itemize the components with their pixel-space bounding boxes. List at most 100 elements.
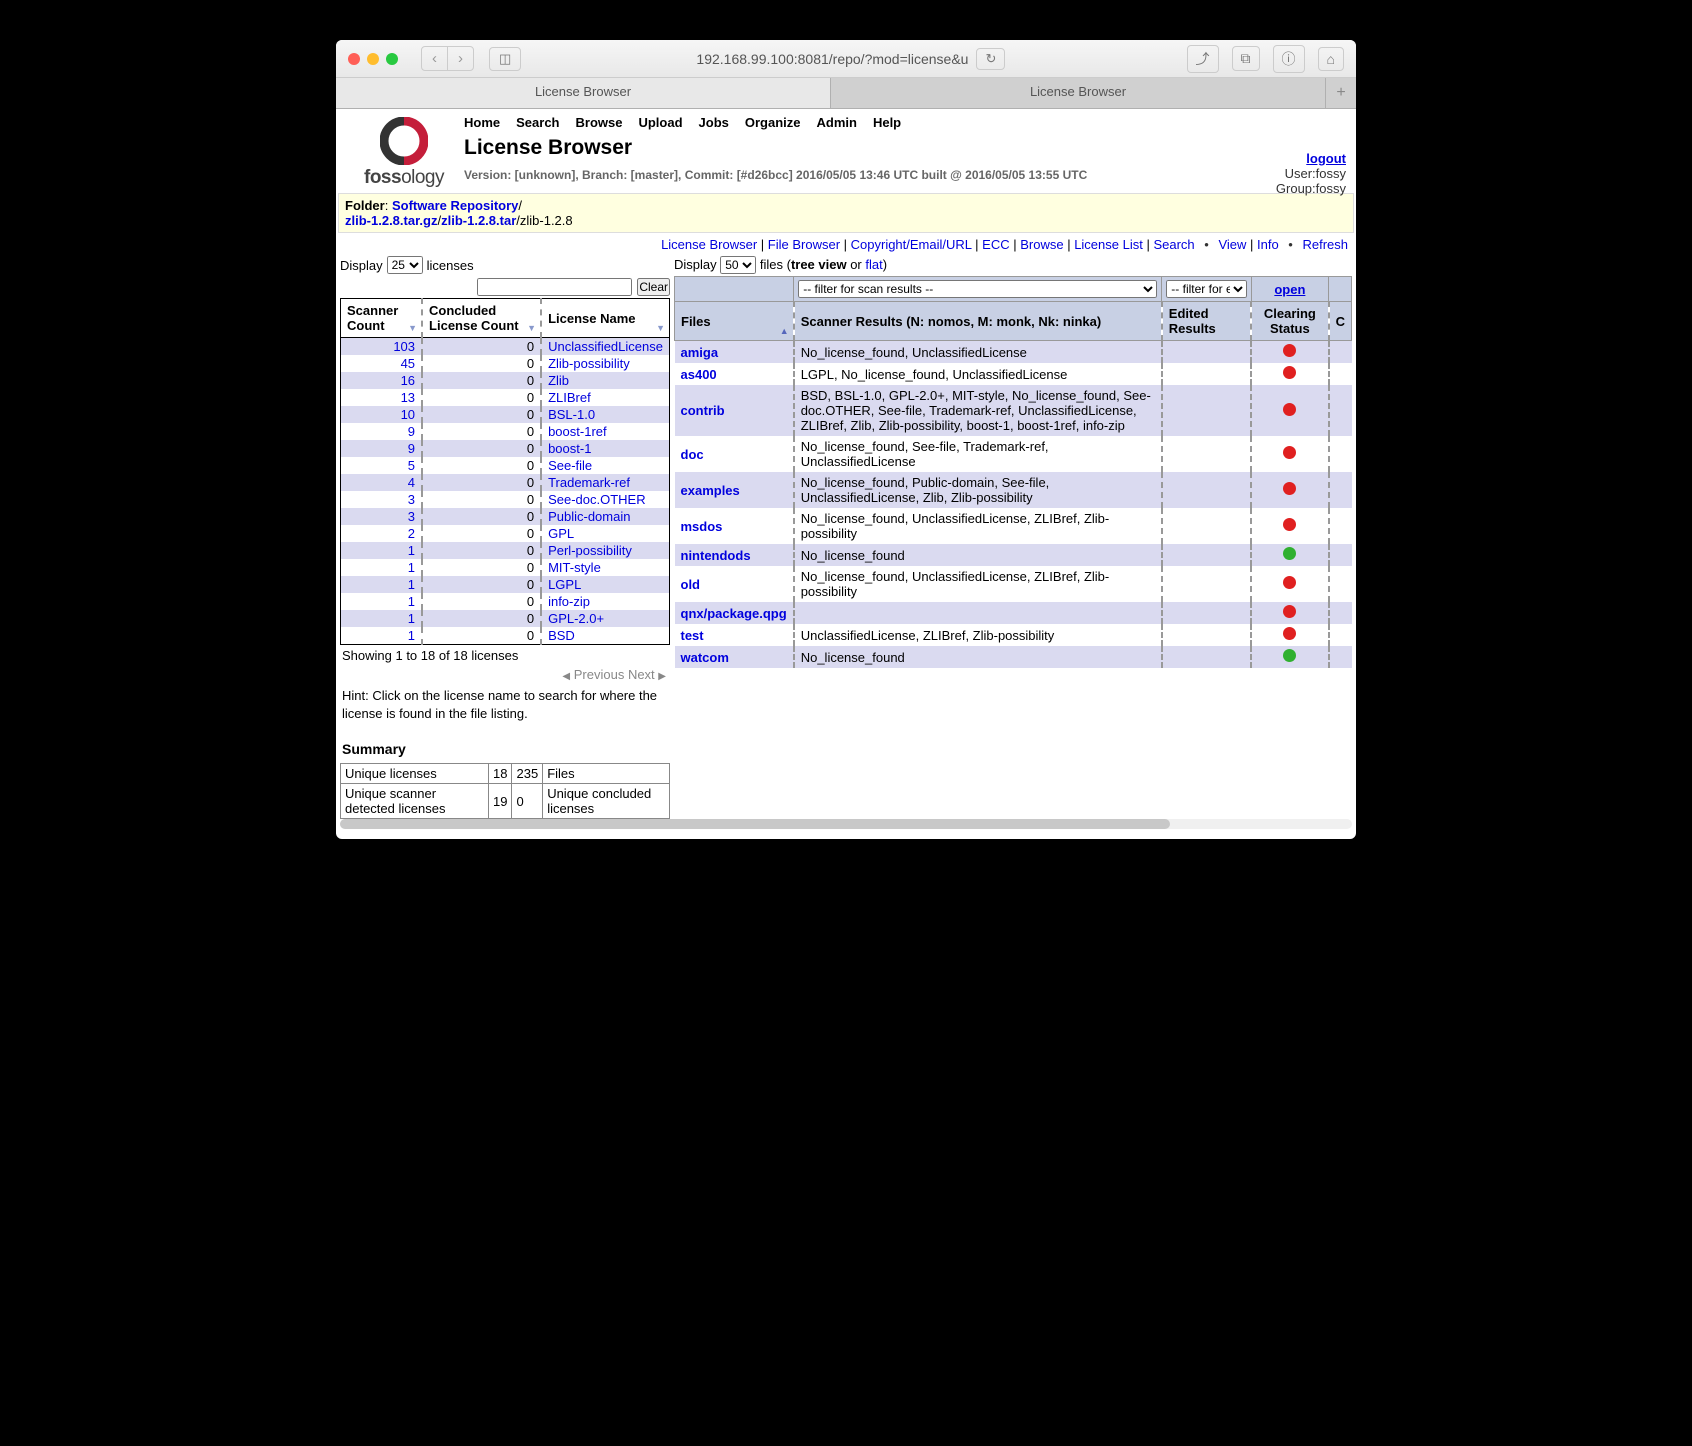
license-filter-input[interactable]: [477, 278, 632, 296]
file-link[interactable]: nintendods: [681, 548, 751, 563]
tabs-button[interactable]: ⧉: [1232, 46, 1260, 71]
maximize-window-button[interactable]: [386, 53, 398, 65]
license-name-link[interactable]: BSL-1.0: [548, 407, 595, 422]
col-scanner-results[interactable]: Scanner Results (N: nomos, M: monk, Nk: …: [794, 302, 1162, 341]
menu-search[interactable]: Search: [516, 115, 559, 130]
license-name-link[interactable]: boost-1: [548, 441, 591, 456]
license-name-link[interactable]: GPL-2.0+: [548, 611, 604, 626]
home-button[interactable]: ⌂: [1318, 47, 1344, 71]
filter-edit-select[interactable]: -- filter for edited results --: [1166, 280, 1246, 298]
close-window-button[interactable]: [348, 53, 360, 65]
tab-2[interactable]: License Browser: [831, 78, 1326, 108]
menu-upload[interactable]: Upload: [638, 115, 682, 130]
scanner-count-link[interactable]: 9: [408, 441, 415, 456]
license-name-link[interactable]: UnclassifiedLicense: [548, 339, 663, 354]
folder-repo-link[interactable]: Software Repository: [392, 198, 518, 213]
license-name-link[interactable]: Perl-possibility: [548, 543, 632, 558]
file-link[interactable]: as400: [681, 367, 717, 382]
info-button[interactable]: ⓘ: [1273, 45, 1305, 73]
files-count-select[interactable]: 50: [720, 256, 756, 274]
file-link[interactable]: amiga: [681, 345, 719, 360]
license-name-link[interactable]: ZLIBref: [548, 390, 591, 405]
scanner-count-link[interactable]: 2: [408, 526, 415, 541]
folder-path-1[interactable]: zlib-1.2.8.tar.gz: [345, 213, 437, 228]
subnav-file-browser[interactable]: File Browser: [768, 237, 840, 252]
flat-view-link[interactable]: flat: [865, 257, 882, 272]
tab-1[interactable]: License Browser: [336, 78, 831, 108]
sidebar-toggle-button[interactable]: ◫: [489, 47, 521, 71]
display-count-select[interactable]: 25: [387, 256, 423, 274]
back-button[interactable]: ‹: [422, 47, 447, 70]
scanner-count-link[interactable]: 4: [408, 475, 415, 490]
menu-jobs[interactable]: Jobs: [699, 115, 729, 130]
scanner-count-link[interactable]: 103: [393, 339, 415, 354]
scanner-count-link[interactable]: 1: [408, 611, 415, 626]
license-name-link[interactable]: Trademark-ref: [548, 475, 630, 490]
reload-button[interactable]: ↻: [976, 48, 1005, 70]
menu-organize[interactable]: Organize: [745, 115, 801, 130]
open-link[interactable]: open: [1274, 282, 1305, 297]
license-name-link[interactable]: GPL: [548, 526, 574, 541]
file-link[interactable]: old: [681, 577, 701, 592]
license-name-link[interactable]: MIT-style: [548, 560, 601, 575]
subnav-ecc[interactable]: ECC: [982, 237, 1009, 252]
subnav-license-list[interactable]: License List: [1074, 237, 1143, 252]
subnav-info[interactable]: Info: [1257, 237, 1279, 252]
license-name-link[interactable]: info-zip: [548, 594, 590, 609]
subnav-search[interactable]: Search: [1153, 237, 1194, 252]
menu-browse[interactable]: Browse: [576, 115, 623, 130]
forward-button[interactable]: ›: [447, 47, 473, 70]
col-clearing-status[interactable]: Clearing Status: [1251, 302, 1328, 341]
col-scanner-count[interactable]: Scanner Count▼: [341, 299, 423, 338]
minimize-window-button[interactable]: [367, 53, 379, 65]
file-link[interactable]: qnx/package.qpg: [681, 606, 787, 621]
scanner-count-link[interactable]: 3: [408, 509, 415, 524]
scanner-count-link[interactable]: 9: [408, 424, 415, 439]
scanner-count-link[interactable]: 13: [401, 390, 415, 405]
menu-admin[interactable]: Admin: [817, 115, 857, 130]
license-name-link[interactable]: Zlib: [548, 373, 569, 388]
subnav-copyright-email-url[interactable]: Copyright/Email/URL: [851, 237, 972, 252]
subnav-license-browser[interactable]: License Browser: [661, 237, 757, 252]
scanner-count-link[interactable]: 16: [401, 373, 415, 388]
scanner-count-link[interactable]: 1: [408, 543, 415, 558]
scrollbar-thumb[interactable]: [340, 819, 1170, 829]
scanner-count-link[interactable]: 1: [408, 560, 415, 575]
file-link[interactable]: doc: [681, 447, 704, 462]
prev-link[interactable]: Previous: [574, 667, 625, 682]
col-c[interactable]: C: [1329, 302, 1352, 341]
menu-home[interactable]: Home: [464, 115, 500, 130]
horizontal-scrollbar[interactable]: [340, 819, 1352, 829]
scanner-count-link[interactable]: 5: [408, 458, 415, 473]
scanner-count-link[interactable]: 1: [408, 628, 415, 643]
col-concluded-count[interactable]: Concluded License Count▼: [422, 299, 541, 338]
subnav-refresh[interactable]: Refresh: [1302, 237, 1348, 252]
new-tab-button[interactable]: +: [1326, 78, 1356, 108]
logout-link[interactable]: logout: [1306, 151, 1346, 166]
file-link[interactable]: watcom: [681, 650, 729, 665]
share-button[interactable]: ⤴: [1187, 45, 1219, 73]
next-link[interactable]: Next: [628, 667, 655, 682]
scanner-count-link[interactable]: 10: [401, 407, 415, 422]
license-name-link[interactable]: See-file: [548, 458, 592, 473]
subnav-browse[interactable]: Browse: [1020, 237, 1063, 252]
file-link[interactable]: examples: [681, 483, 740, 498]
filter-scan-select[interactable]: -- filter for scan results --: [798, 280, 1157, 298]
url-bar[interactable]: 192.168.99.100:8081/repo/?mod=license&u …: [538, 48, 1163, 70]
license-name-link[interactable]: See-doc.OTHER: [548, 492, 646, 507]
file-link[interactable]: test: [681, 628, 704, 643]
license-name-link[interactable]: Zlib-possibility: [548, 356, 630, 371]
folder-path-2[interactable]: zlib-1.2.8.tar: [441, 213, 516, 228]
subnav-view[interactable]: View: [1218, 237, 1246, 252]
col-license-name[interactable]: License Name▼: [541, 299, 669, 338]
scanner-count-link[interactable]: 45: [401, 356, 415, 371]
menu-help[interactable]: Help: [873, 115, 901, 130]
file-link[interactable]: contrib: [681, 403, 725, 418]
clear-button[interactable]: Clear: [637, 278, 670, 296]
license-name-link[interactable]: BSD: [548, 628, 575, 643]
col-files[interactable]: Files▲: [675, 302, 794, 341]
scanner-count-link[interactable]: 1: [408, 577, 415, 592]
license-name-link[interactable]: LGPL: [548, 577, 581, 592]
license-name-link[interactable]: Public-domain: [548, 509, 630, 524]
scanner-count-link[interactable]: 1: [408, 594, 415, 609]
